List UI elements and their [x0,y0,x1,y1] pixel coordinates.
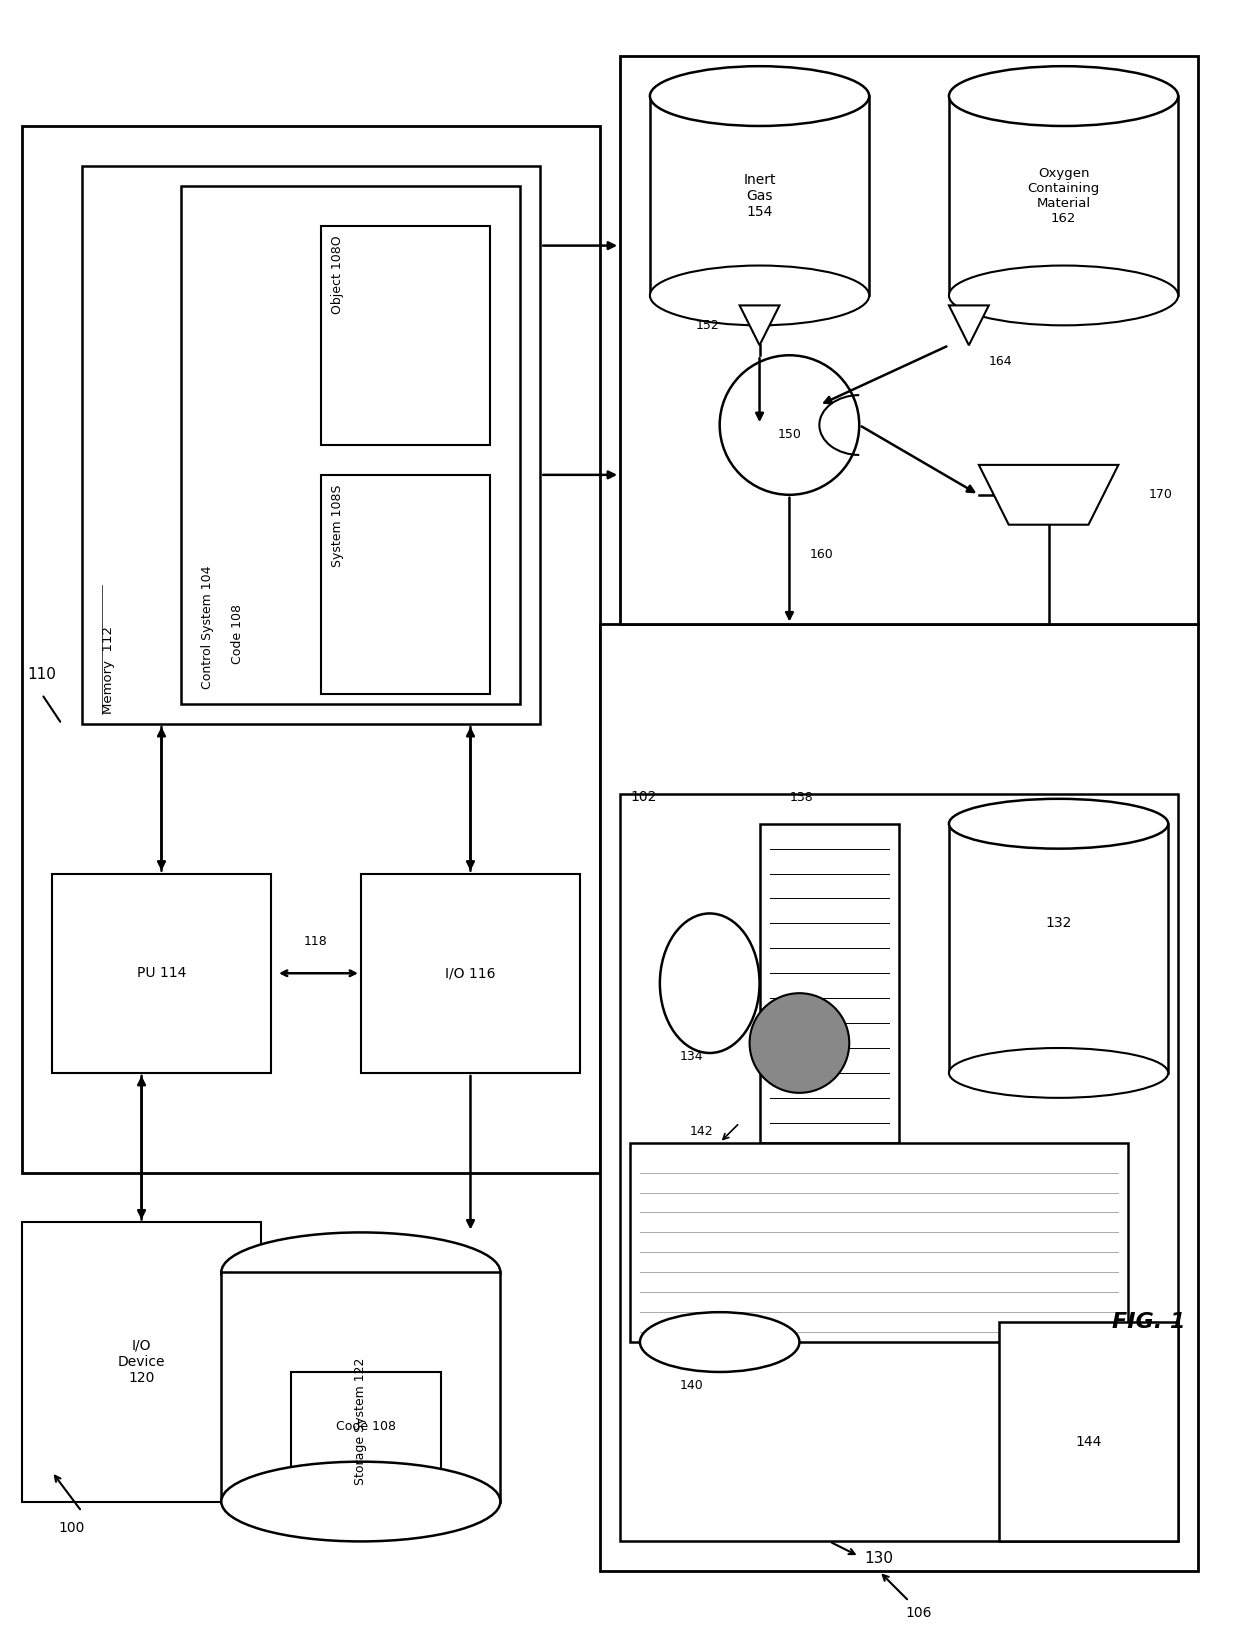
Ellipse shape [949,1048,1168,1098]
Ellipse shape [650,67,869,127]
Bar [321,474,490,694]
Text: 118: 118 [304,936,327,949]
Ellipse shape [221,1232,501,1311]
Bar [291,1372,440,1482]
Ellipse shape [660,913,760,1053]
Bar [949,96,1178,296]
Bar [181,185,521,704]
Text: PU 114: PU 114 [136,967,186,980]
Text: Code 108: Code 108 [231,604,244,665]
Ellipse shape [949,67,1178,127]
Ellipse shape [221,1461,501,1542]
Bar [630,1142,1128,1342]
Text: 138: 138 [790,791,813,804]
Bar [361,874,580,1072]
Bar [52,874,272,1072]
Bar [22,127,600,1173]
Text: FIG. 1: FIG. 1 [1111,1311,1185,1332]
Text: 132: 132 [1045,916,1071,931]
Text: System 108S: System 108S [331,484,343,567]
Text: 170: 170 [1148,488,1172,500]
Text: 130: 130 [864,1552,894,1566]
Text: 160: 160 [810,548,833,561]
Ellipse shape [949,800,1168,848]
Text: 142: 142 [689,1124,713,1138]
Text: 152: 152 [696,318,719,331]
Circle shape [750,993,849,1094]
Bar [650,96,869,296]
Text: 150: 150 [777,429,801,442]
Text: 140: 140 [680,1380,703,1393]
Text: Control System 104: Control System 104 [201,566,215,689]
Bar [949,824,1168,1072]
Text: I/O
Device
120: I/O Device 120 [118,1339,165,1384]
Bar [221,1272,501,1502]
Ellipse shape [949,265,1178,325]
Bar [998,1323,1178,1542]
Text: 106: 106 [905,1606,932,1620]
Text: 134: 134 [680,1050,703,1063]
Text: 144: 144 [1075,1435,1101,1450]
Text: 110: 110 [27,666,56,682]
Text: 100: 100 [58,1521,86,1536]
Bar [82,166,541,725]
Text: Object 108O: Object 108O [331,236,343,314]
Text: 102: 102 [630,790,656,804]
Ellipse shape [650,265,869,325]
Bar [22,1222,262,1502]
Text: 164: 164 [988,356,1012,369]
Polygon shape [949,306,988,344]
Text: Oxygen
Containing
Material
162: Oxygen Containing Material 162 [1028,167,1100,224]
Text: Storage System 122: Storage System 122 [355,1358,367,1485]
Text: Code 108: Code 108 [336,1420,396,1433]
Text: I/O 116: I/O 116 [445,967,496,980]
Circle shape [719,356,859,494]
Ellipse shape [640,1311,800,1371]
Bar [321,226,490,445]
Polygon shape [739,306,780,344]
Bar [620,795,1178,1542]
Bar [600,624,1198,1571]
Bar [620,57,1198,624]
Bar [760,824,899,1142]
Polygon shape [978,465,1118,525]
Text: Memory  112: Memory 112 [102,626,114,713]
Text: Inert
Gas
154: Inert Gas 154 [743,172,776,219]
